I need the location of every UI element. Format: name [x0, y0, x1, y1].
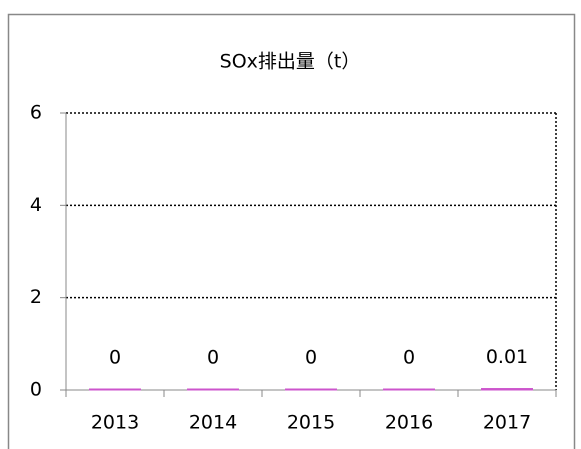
data-label: 0	[403, 347, 415, 369]
x-tick-label: 2015	[287, 412, 335, 434]
y-tick-label: 0	[30, 379, 42, 401]
chart-title: SOx排出量（t）	[220, 51, 361, 73]
data-label: 0.01	[486, 346, 528, 368]
data-label: 0	[305, 347, 317, 369]
x-tick-label: 2014	[189, 412, 237, 434]
y-tick-label: 2	[30, 286, 42, 308]
x-tick-label: 2013	[91, 412, 139, 434]
y-tick-label: 6	[30, 102, 42, 124]
x-tick-label: 2017	[483, 412, 531, 434]
bar	[383, 388, 435, 391]
bar	[89, 388, 141, 391]
data-label: 0	[207, 347, 219, 369]
chart-frame	[7, 13, 576, 449]
data-label: 0	[109, 347, 121, 369]
bar	[285, 388, 337, 391]
bar	[481, 388, 533, 391]
y-tick-label: 4	[30, 194, 42, 216]
bar	[187, 388, 239, 391]
x-tick-label: 2016	[385, 412, 433, 434]
